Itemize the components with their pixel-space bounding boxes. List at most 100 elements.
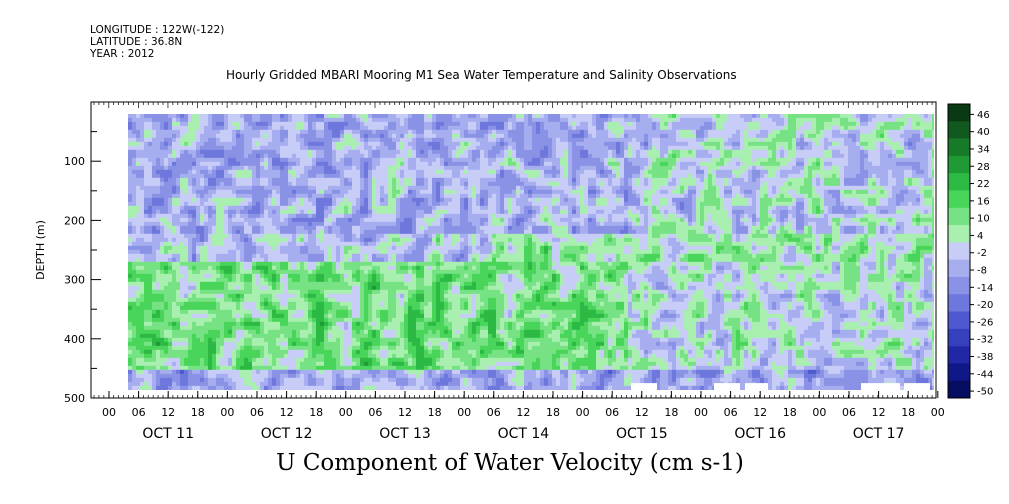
field-cell (388, 193, 393, 199)
field-cell (904, 137, 909, 143)
field-cell (488, 121, 493, 127)
field-cell (296, 133, 301, 139)
field-cell (856, 121, 861, 127)
field-cell (192, 137, 197, 143)
field-cell (184, 121, 189, 127)
field-cell (760, 177, 765, 183)
field-cell (916, 157, 921, 163)
field-cell (620, 145, 625, 151)
field-cell (596, 157, 601, 163)
field-cell (552, 177, 557, 183)
field-cell (804, 205, 809, 211)
field-cell (580, 177, 585, 183)
field-cell (592, 141, 597, 147)
field-cell (800, 117, 805, 123)
field-cell (776, 205, 781, 211)
field-cell (596, 189, 601, 195)
field-cell (248, 193, 253, 199)
field-cell (156, 205, 161, 211)
field-cell (904, 141, 909, 147)
field-cell (868, 161, 873, 167)
field-cell (716, 145, 721, 151)
field-cell (912, 157, 917, 163)
field-cell (428, 149, 433, 155)
field-cell (512, 181, 517, 187)
field-cell (200, 189, 205, 195)
field-cell (480, 157, 485, 163)
field-cell (344, 205, 349, 211)
field-cell (600, 117, 605, 123)
field-cell (216, 141, 221, 147)
field-cell (796, 173, 801, 179)
field-cell (328, 197, 333, 203)
field-cell (352, 173, 357, 179)
field-cell (916, 197, 921, 203)
field-cell (208, 165, 213, 171)
field-cell (876, 137, 881, 143)
field-cell (528, 125, 533, 131)
field-cell (548, 197, 553, 203)
field-cell (732, 165, 737, 171)
field-cell (200, 121, 205, 127)
field-cell (228, 114, 233, 119)
field-cell (896, 121, 901, 127)
field-cell (236, 125, 241, 131)
field-cell (520, 169, 525, 175)
field-cell (200, 145, 205, 151)
field-cell (364, 161, 369, 167)
field-cell (752, 114, 757, 119)
field-cell (460, 173, 465, 179)
field-cell (420, 181, 425, 187)
field-cell (284, 185, 289, 191)
field-cell (896, 117, 901, 123)
field-cell (440, 145, 445, 151)
field-cell (536, 185, 541, 191)
field-cell (636, 193, 641, 199)
field-cell (636, 205, 641, 211)
field-cell (336, 185, 341, 191)
field-cell (412, 129, 417, 135)
field-cell (820, 149, 825, 155)
field-cell (408, 169, 413, 175)
field-cell (432, 161, 437, 167)
field-cell (608, 133, 613, 139)
field-cell (724, 114, 729, 119)
field-cell (660, 181, 665, 187)
field-cell (448, 165, 453, 171)
field-cell (180, 153, 185, 159)
field-cell (712, 165, 717, 171)
field-cell (440, 117, 445, 123)
field-cell (304, 141, 309, 147)
field-cell (232, 137, 237, 143)
field-cell (656, 177, 661, 183)
field-cell (620, 169, 625, 175)
field-cell (460, 201, 465, 207)
field-cell (376, 185, 381, 191)
field-cell (800, 173, 805, 179)
field-cell (756, 125, 761, 131)
field-cell (388, 177, 393, 183)
field-cell (396, 205, 401, 211)
field-cell (252, 181, 257, 187)
field-cell (212, 137, 217, 143)
field-cell (492, 165, 497, 171)
field-cell (340, 177, 345, 183)
field-cell (540, 169, 545, 175)
field-cell (876, 165, 881, 171)
field-cell (480, 205, 485, 211)
field-cell (276, 157, 281, 163)
field-cell (148, 121, 153, 127)
field-cell (868, 121, 873, 127)
field-cell (552, 149, 557, 155)
field-cell (884, 157, 889, 163)
field-cell (812, 189, 817, 195)
field-cell (612, 133, 617, 139)
field-cell (520, 209, 525, 215)
field-cell (232, 173, 237, 179)
field-cell (900, 133, 905, 139)
field-cell (552, 153, 557, 159)
field-cell (848, 161, 853, 167)
field-cell (684, 114, 689, 119)
field-cell (780, 137, 785, 143)
field-cell (184, 149, 189, 155)
